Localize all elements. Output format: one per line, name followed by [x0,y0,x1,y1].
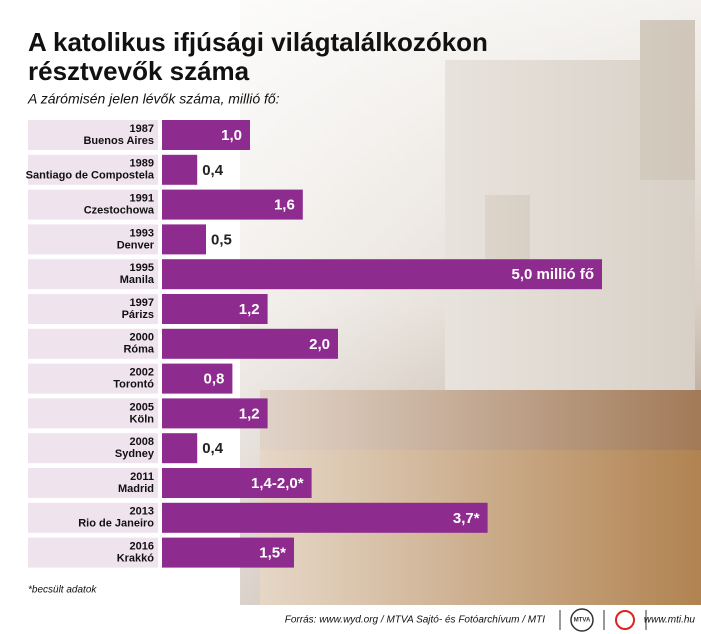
category-panel [28,433,158,464]
value-label: 1,0 [221,127,242,144]
website: www.mti.hu [644,615,696,626]
category-year: 2005 [130,401,154,413]
bar [162,502,488,533]
category-city: Manila [120,274,155,286]
category-city: Sydney [115,448,155,460]
value-label: 2,0 [309,336,330,353]
logo: MTVA [574,618,591,624]
category-city: Denver [117,239,155,251]
category-panel [28,363,158,394]
bar [162,398,268,429]
category-city: Rio de Janeiro [78,518,154,530]
value-label: 0,8 [204,371,225,388]
category-year: 2000 [130,332,154,344]
category-year: 1993 [130,227,154,239]
note: *becsült adatok [28,585,97,596]
category-year: 1987 [130,123,154,135]
category-year: 1989 [130,158,154,170]
bar [162,294,268,324]
value-label: 1,2 [239,405,260,422]
category-city: Santiago de Compostela [26,170,155,182]
chart-title: résztvevők száma [28,56,250,86]
category-city: Czestochowa [84,205,155,217]
category-city: Torontó [113,379,154,391]
category-year: 2016 [130,541,154,553]
category-year: 1997 [130,297,154,309]
category-year: 2011 [130,471,154,483]
category-panel [28,328,158,359]
category-panel [28,259,158,290]
background-photo [0,0,701,605]
bar [162,259,602,290]
category-panel [28,189,158,220]
category-panel [28,537,158,568]
category-city: Párizs [122,309,154,321]
value-label: 1,4-2,0* [251,475,304,492]
bar [162,224,206,255]
bar [162,154,198,185]
category-panel [28,224,158,255]
category-panel [28,294,158,324]
mti-logo [615,610,635,630]
bar [162,537,294,568]
category-panel [28,398,158,429]
category-panel [28,502,158,533]
category-year: 2008 [130,436,154,448]
value-label: 1,5* [259,545,286,562]
logo-circle [570,608,594,632]
category-year: 2013 [130,506,154,518]
category-city: Madrid [118,483,154,495]
category-city: Róma [123,344,154,356]
source: Forrás: www.wyd.org / MTVA Sajtó- és Fot… [285,615,545,626]
value-label: 0,4 [202,440,224,457]
value-label: 1,6 [274,197,295,214]
category-city: Krakkó [117,553,155,565]
value-label: 1,2 [239,301,260,318]
value-label: 0,4 [202,162,224,179]
bar [162,189,303,220]
value-label: 0,5 [211,231,232,248]
bar [162,468,312,498]
category-year: 1995 [130,262,154,274]
bar [162,120,250,150]
value-label: 3,7* [453,510,480,527]
bar [162,433,198,464]
category-panel [28,120,158,150]
category-year: 2002 [130,367,154,379]
bar [162,328,338,359]
category-panel [28,154,158,185]
chart-title: A katolikus ifjúsági világtalálkozókon [28,27,488,57]
category-year: 1991 [130,193,154,205]
chart-subtitle: A zárómisén jelen lévők száma, millió fő… [27,91,280,107]
category-city: Köln [130,413,155,425]
category-city: Buenos Aires [83,135,154,147]
value-label: 5,0 millió fő [511,266,594,283]
category-panel [28,468,158,498]
bar [162,363,233,394]
